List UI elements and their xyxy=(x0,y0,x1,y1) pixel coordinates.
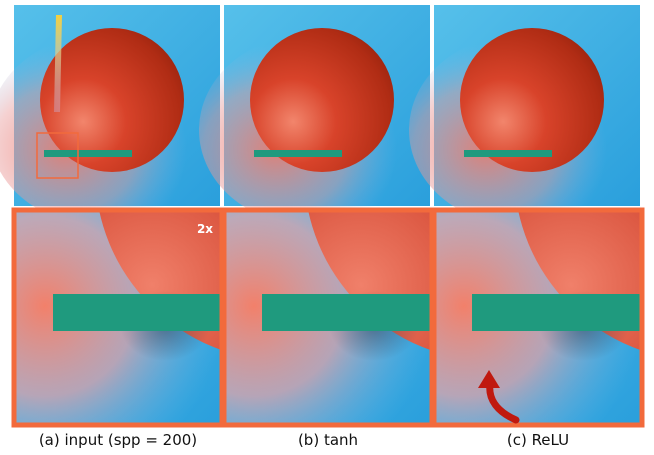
zoom-label: 2x xyxy=(197,222,213,236)
figure: 2x (a) input (spp = 200) (b) tanh (c) Re… xyxy=(0,0,654,455)
caption: (b) tanh xyxy=(298,431,358,449)
page: {"panels": [ {"caption": "(a) input (spp… xyxy=(0,0,654,455)
relu-image xyxy=(409,5,640,225)
input-image xyxy=(0,5,220,225)
tanh-image xyxy=(199,5,430,225)
caption: (a) input (spp = 200) xyxy=(39,431,197,449)
caption: (c) ReLU xyxy=(507,431,569,449)
